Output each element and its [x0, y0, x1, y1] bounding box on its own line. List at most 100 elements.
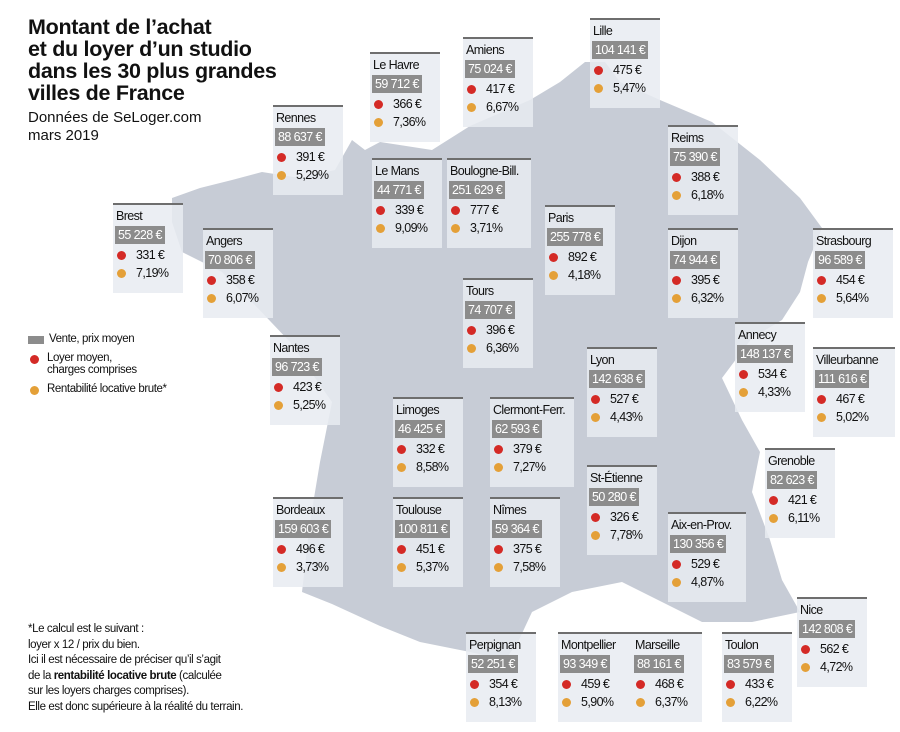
sale-price: 96 723 €	[272, 358, 322, 376]
note-line: sur les loyers charges comprises).	[28, 685, 189, 697]
subtitle: Données de SeLoger.com mars 2019	[28, 109, 201, 145]
sale-price: 142 638 €	[589, 370, 646, 388]
rent-row: 375 €	[494, 542, 560, 556]
yield-value: 6,37%	[655, 695, 688, 709]
red-dot-icon	[207, 275, 216, 285]
city-name: Marseille	[635, 638, 680, 652]
rent-value: 529 €	[691, 557, 720, 571]
orange-dot-icon	[817, 412, 826, 422]
orange-dot-icon	[451, 223, 460, 233]
red-dot-icon	[30, 355, 39, 364]
rent-value: 395 €	[691, 273, 720, 287]
sale-price: 88 637 €	[275, 128, 325, 146]
red-dot-icon	[397, 444, 406, 454]
city-name: Clermont-Ferr.	[493, 403, 566, 417]
red-dot-icon	[494, 444, 503, 454]
yield-value: 7,36%	[393, 115, 426, 129]
red-dot-icon	[467, 84, 476, 94]
yield-value: 7,78%	[610, 528, 643, 542]
orange-dot-icon	[494, 562, 503, 572]
sale-price: 62 593 €	[492, 420, 542, 438]
city-card: Nîmes 59 364 € 375 € 7,58%	[490, 497, 560, 587]
yield-row: 6,67%	[467, 100, 533, 114]
legend-label: Rentabilité locative brute*	[47, 383, 167, 395]
sale-price: 93 349 €	[560, 655, 610, 673]
city-card: Boulogne-Bill. 251 629 € 777 € 3,71%	[447, 158, 531, 248]
orange-dot-icon	[397, 562, 406, 572]
sale-price: 50 280 €	[589, 488, 639, 506]
rent-row: 496 €	[277, 542, 343, 556]
yield-row: 5,37%	[397, 560, 463, 574]
yield-row: 5,47%	[594, 81, 660, 95]
note-line: loyer x 12 / prix du bien.	[28, 638, 140, 651]
rent-value: 366 €	[393, 97, 422, 111]
yield-row: 4,87%	[672, 575, 746, 589]
city-name: Bordeaux	[276, 503, 325, 517]
red-dot-icon	[467, 325, 476, 335]
rent-value: 421 €	[788, 493, 817, 507]
rent-row: 454 €	[817, 273, 893, 287]
rent-value: 451 €	[416, 542, 445, 556]
yield-value: 8,13%	[489, 695, 522, 709]
rent-row: 339 €	[376, 203, 442, 217]
sale-price: 46 425 €	[395, 420, 445, 438]
city-card: Bordeaux 159 603 € 496 € 3,73%	[273, 497, 343, 587]
yield-row: 4,72%	[801, 660, 867, 674]
rent-value: 391 €	[296, 150, 325, 164]
yield-value: 6,32%	[691, 291, 724, 305]
footnote: *Le calcul est le suivant : loyer x 12 /…	[28, 622, 298, 715]
city-name: Villeurbanne	[816, 353, 879, 367]
city-card: Nice 142 808 € 562 € 4,72%	[797, 597, 867, 687]
red-dot-icon	[672, 275, 681, 285]
yield-value: 5,90%	[581, 695, 614, 709]
yield-value: 6,67%	[486, 100, 519, 114]
city-name: Toulouse	[396, 503, 442, 517]
yield-value: 8,58%	[416, 460, 449, 474]
legend-label-line: charges comprises	[47, 364, 137, 376]
red-dot-icon	[594, 65, 603, 75]
rent-row: 529 €	[672, 557, 746, 571]
orange-dot-icon	[549, 270, 558, 280]
orange-dot-icon	[672, 190, 681, 200]
sale-price: 148 137 €	[737, 345, 794, 363]
yield-row: 7,36%	[374, 115, 440, 129]
yield-row: 5,29%	[277, 168, 343, 182]
rent-row: 777 €	[451, 203, 531, 217]
orange-dot-icon	[274, 400, 283, 410]
yield-row: 6,37%	[636, 695, 702, 709]
city-name: Tours	[466, 284, 494, 298]
red-dot-icon	[277, 544, 286, 554]
sale-price: 142 808 €	[799, 620, 856, 638]
sale-price: 75 024 €	[465, 60, 515, 78]
rent-value: 433 €	[745, 677, 774, 691]
orange-dot-icon	[494, 462, 503, 472]
sale-price: 111 616 €	[815, 370, 870, 388]
red-dot-icon	[397, 544, 406, 554]
yield-row: 7,27%	[494, 460, 574, 474]
yield-value: 6,07%	[226, 291, 259, 305]
city-card: St-Étienne 50 280 € 326 € 7,78%	[587, 465, 657, 555]
legend: Vente, prix moyen Loyer moyen, charges co…	[28, 333, 167, 402]
rent-row: 417 €	[467, 82, 533, 96]
sale-price: 59 364 €	[492, 520, 542, 538]
rent-value: 358 €	[226, 273, 255, 287]
city-card: Brest 55 228 € 331 € 7,19%	[113, 203, 183, 293]
rent-row: 467 €	[817, 392, 895, 406]
note-line: Ici il est nécessaire de préciser qu’il …	[28, 654, 221, 666]
rent-value: 354 €	[489, 677, 518, 691]
city-name: Le Mans	[375, 164, 419, 178]
city-name: St-Étienne	[590, 471, 643, 485]
note-line: *Le calcul est le suivant :	[28, 623, 144, 635]
yield-value: 5,37%	[416, 560, 449, 574]
legend-label: Loyer moyen, charges comprises	[47, 352, 137, 376]
yield-value: 3,73%	[296, 560, 329, 574]
legend-label: Vente, prix moyen	[49, 333, 135, 345]
date-text: mars 2019	[28, 127, 99, 144]
city-name: Lyon	[590, 353, 615, 367]
yield-value: 6,18%	[691, 188, 724, 202]
yield-row: 5,90%	[562, 695, 632, 709]
orange-dot-icon	[672, 577, 681, 587]
city-card: Rennes 88 637 € 391 € 5,29%	[273, 105, 343, 195]
orange-dot-icon	[467, 343, 476, 353]
rent-row: 396 €	[467, 323, 533, 337]
